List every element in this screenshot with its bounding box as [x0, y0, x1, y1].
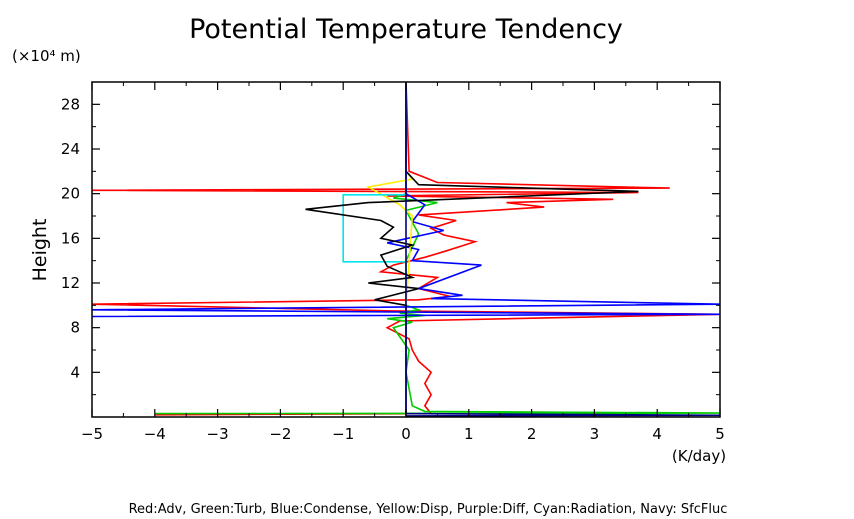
- x-unit-label: (K/day): [672, 447, 726, 465]
- y-axis-label: Height: [29, 219, 51, 282]
- y-tick-label: 24: [61, 140, 80, 158]
- x-tick-label: −2: [269, 425, 291, 443]
- x-tick-label: 0: [401, 425, 411, 443]
- x-tick-label: 4: [652, 425, 662, 443]
- chart-title: Potential Temperature Tendency: [189, 14, 623, 45]
- series-line-black: [305, 82, 639, 417]
- x-tick-label: 2: [527, 425, 537, 443]
- x-tick-label: 3: [590, 425, 600, 443]
- x-tick-label: −1: [332, 425, 354, 443]
- y-tick-label: 20: [61, 185, 80, 203]
- series-line-green-turb: [154, 82, 721, 415]
- x-tick-label: −5: [81, 425, 103, 443]
- series-layer: [91, 81, 721, 417]
- x-tick-label: −3: [207, 425, 229, 443]
- legend-text: Red:Adv, Green:Turb, Blue:Condense, Yell…: [129, 502, 728, 517]
- y-tick-label: 12: [61, 274, 80, 292]
- series-line-red-adv: [91, 81, 721, 416]
- y-tick-label: 8: [70, 319, 80, 337]
- y-unit-label: (×10⁴ m): [12, 47, 81, 65]
- y-tick-label: 28: [61, 95, 80, 113]
- y-tick-label: 4: [70, 363, 80, 381]
- x-tick-label: 5: [715, 425, 725, 443]
- series-line-cyan-radiation: [342, 194, 406, 263]
- x-tick-label: 1: [464, 425, 474, 443]
- y-tick-label: 16: [61, 229, 80, 247]
- x-tick-label: −4: [144, 425, 166, 443]
